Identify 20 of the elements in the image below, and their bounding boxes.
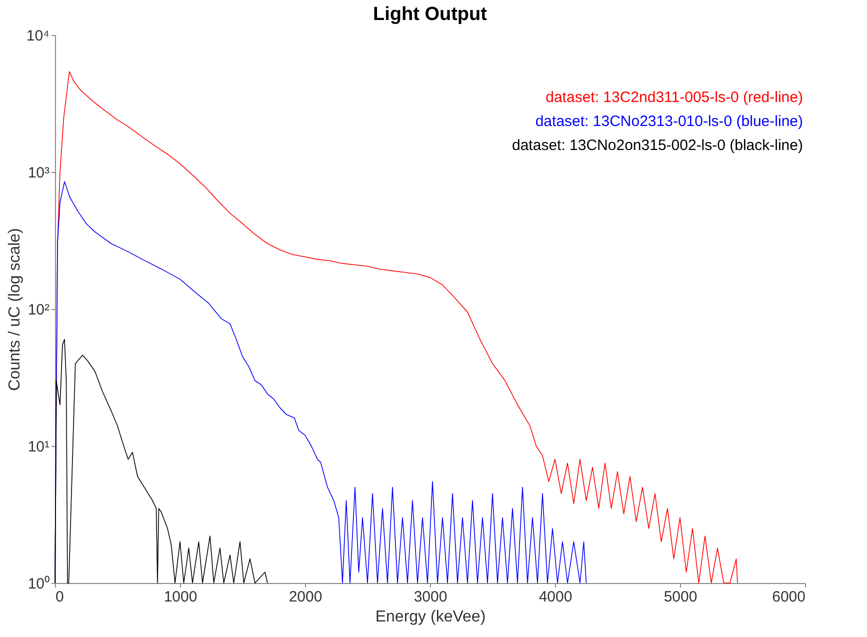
x-tick-label: 5000 — [664, 588, 698, 606]
x-tick-label: 3000 — [414, 588, 448, 606]
line-series — [54, 338, 268, 584]
x-axis-title: Energy (keVee) — [375, 608, 486, 626]
x-tick-label: 0 — [56, 588, 64, 606]
y-tick-label: 10³ — [28, 164, 50, 182]
y-tick-label: 10⁴ — [26, 28, 50, 44]
text: dataset: 13C2nd311-005-ls-0 (red-line) — [546, 89, 803, 106]
chart-title: Light Output — [373, 4, 488, 25]
y-tick-label: 10¹ — [28, 438, 50, 456]
x-tick-label: 2000 — [288, 588, 322, 606]
y-tick-label: 10² — [28, 302, 50, 318]
y-axis-title: Counts / uC (log scale) — [6, 228, 24, 391]
x-tick-label: 1000 — [164, 588, 198, 606]
x-tick-label: 6000 — [772, 588, 806, 606]
x-tick-label: 4000 — [538, 588, 572, 606]
text: dataset: 13CNo2313-010-ls-0 (blue-line) — [535, 113, 803, 130]
text: dataset: 13CNo2on315-002-ls-0 (black-line) — [512, 137, 803, 154]
line-series — [54, 181, 587, 584]
y-tick-label: 10⁰ — [28, 576, 50, 592]
